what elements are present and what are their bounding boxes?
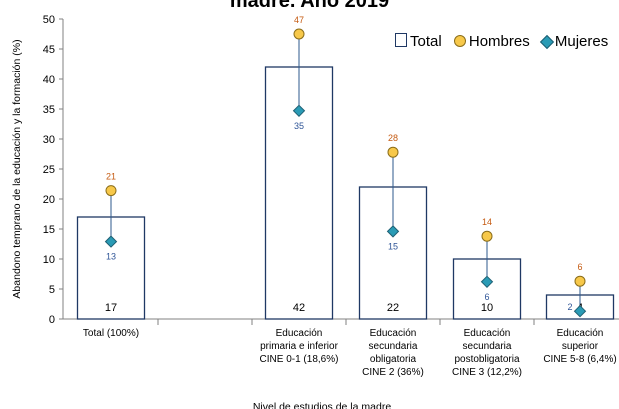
x-category-label: Educación xyxy=(557,328,604,339)
x-category-label: Educación xyxy=(370,328,417,339)
y-axis-title: Abandono temprano de la educación y la f… xyxy=(11,39,23,298)
marker-mujeres xyxy=(104,235,118,248)
legend-label-mujeres: Mujeres xyxy=(554,33,609,50)
marker-mujeres-label: 13 xyxy=(106,252,116,262)
bar-value-label: 42 xyxy=(293,302,305,314)
x-category-label: secundaria xyxy=(369,341,418,352)
chart-title: madre. Año 2019 xyxy=(229,0,390,12)
marker-hombres xyxy=(293,28,305,40)
marker-mujeres xyxy=(386,225,400,238)
marker-hombres-label: 47 xyxy=(294,15,304,25)
y-tick-label: 35 xyxy=(43,104,55,116)
legend-label-hombres: Hombres xyxy=(468,33,530,50)
y-tick-label: 30 xyxy=(43,134,55,146)
x-category-label: CINE 0-1 (18,6%) xyxy=(260,354,339,365)
x-category-label: Total (100%) xyxy=(83,328,139,339)
y-tick-label: 15 xyxy=(43,224,55,236)
x-category-label: superior xyxy=(562,341,599,352)
x-category-label: Educación xyxy=(276,328,323,339)
marker-hombres-label: 21 xyxy=(106,172,116,182)
marker-mujeres xyxy=(480,275,494,289)
marker-hombres xyxy=(387,146,399,158)
marker-mujeres xyxy=(573,304,587,318)
x-category-label: primaria e inferior xyxy=(260,341,338,352)
marker-mujeres xyxy=(292,104,306,118)
marker-hombres xyxy=(105,185,117,197)
x-category-label: obligatoria xyxy=(370,354,417,365)
legend-label-total: Total xyxy=(410,33,442,50)
x-category-label: CINE 2 (36%) xyxy=(362,367,424,378)
y-tick-label: 25 xyxy=(43,164,55,176)
y-tick-label: 50 xyxy=(43,14,55,26)
marker-mujeres-label: 35 xyxy=(294,121,304,131)
y-tick-label: 10 xyxy=(43,254,55,266)
marker-mujeres-label: 2 xyxy=(567,302,572,312)
chart-legend: Total Hombres Mujeres xyxy=(395,33,616,50)
y-tick-label: 45 xyxy=(43,44,55,56)
bar-value-label: 10 xyxy=(481,302,493,314)
y-tick-label: 5 xyxy=(49,284,55,296)
x-category-label: CINE 5-8 (6,4%) xyxy=(543,354,616,365)
marker-hombres xyxy=(574,275,586,287)
bar-value-label: 22 xyxy=(387,302,399,314)
legend-item-mujeres: Mujeres xyxy=(539,33,609,50)
legend-item-total: Total xyxy=(395,33,442,50)
y-tick-label: 0 xyxy=(49,314,55,326)
x-category-label: postobligatoria xyxy=(454,354,519,365)
x-category-label: CINE 3 (12,2%) xyxy=(452,367,522,378)
legend-swatch-hombres xyxy=(453,35,466,47)
legend-item-hombres: Hombres xyxy=(453,33,530,50)
legend-swatch-total xyxy=(395,33,407,47)
y-tick-label: 20 xyxy=(43,194,55,206)
marker-mujeres-label: 6 xyxy=(484,292,489,302)
marker-hombres-label: 28 xyxy=(388,133,398,143)
marker-hombres xyxy=(481,230,493,242)
bar-value-label: 17 xyxy=(105,302,117,314)
marker-hombres-label: 6 xyxy=(577,262,582,272)
y-tick-label: 40 xyxy=(43,74,55,86)
marker-mujeres-label: 15 xyxy=(388,241,398,251)
x-category-label: Educación xyxy=(464,328,511,339)
x-axis-title: Nivel de estudios de la madre xyxy=(253,401,391,409)
marker-hombres-label: 14 xyxy=(482,217,492,227)
x-category-label: secundaria xyxy=(463,341,512,352)
